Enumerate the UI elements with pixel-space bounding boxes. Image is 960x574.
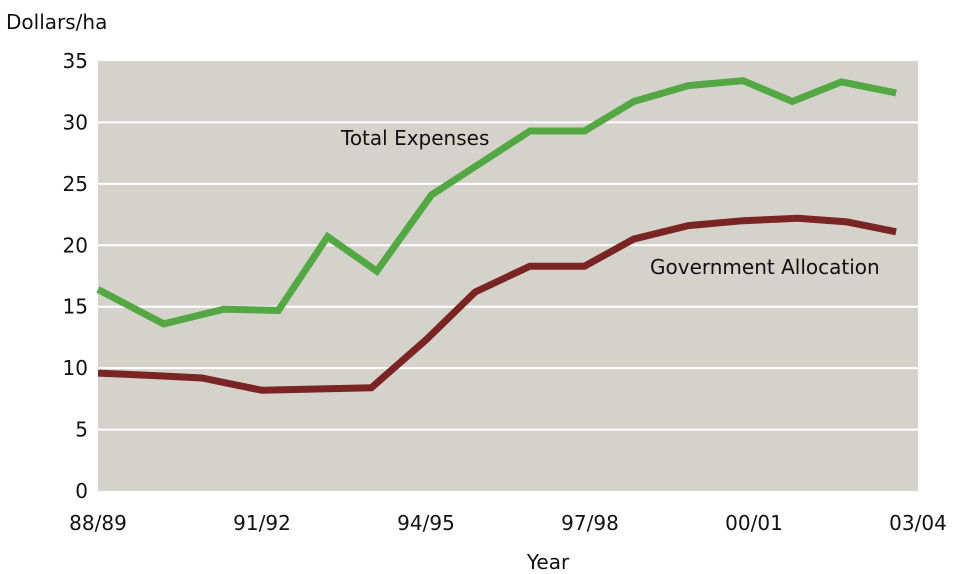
x-tick-label: 88/89 bbox=[69, 511, 127, 535]
y-tick-label: 35 bbox=[63, 49, 88, 73]
y-tick-label: 5 bbox=[75, 418, 88, 442]
x-tick-label: 91/92 bbox=[233, 511, 291, 535]
y-tick-labels: 0 5 10 15 20 25 30 35 bbox=[63, 49, 88, 503]
x-tick-label: 97/98 bbox=[561, 511, 619, 535]
x-axis-title: Year bbox=[526, 550, 570, 574]
y-tick-label: 25 bbox=[63, 172, 88, 196]
y-axis-title: Dollars/ha bbox=[6, 10, 107, 34]
series-label-total-expenses: Total Expenses bbox=[340, 126, 489, 150]
series-lines bbox=[96, 77, 897, 394]
x-tick-label: 94/95 bbox=[397, 511, 455, 535]
series-line-government-allocation bbox=[97, 214, 897, 394]
series-line-total-expenses bbox=[96, 77, 897, 328]
y-tick-label: 30 bbox=[63, 110, 88, 134]
x-tick-label: 00/01 bbox=[725, 511, 783, 535]
y-tick-label: 0 bbox=[75, 479, 88, 503]
x-tick-label: 03/04 bbox=[889, 511, 947, 535]
series-label-government-allocation: Government Allocation bbox=[650, 255, 880, 279]
y-tick-label: 10 bbox=[63, 356, 88, 380]
y-tick-label: 15 bbox=[63, 295, 88, 319]
x-tick-labels: 88/89 91/92 94/95 97/98 00/01 03/04 bbox=[69, 511, 947, 535]
y-tick-label: 20 bbox=[63, 233, 88, 257]
